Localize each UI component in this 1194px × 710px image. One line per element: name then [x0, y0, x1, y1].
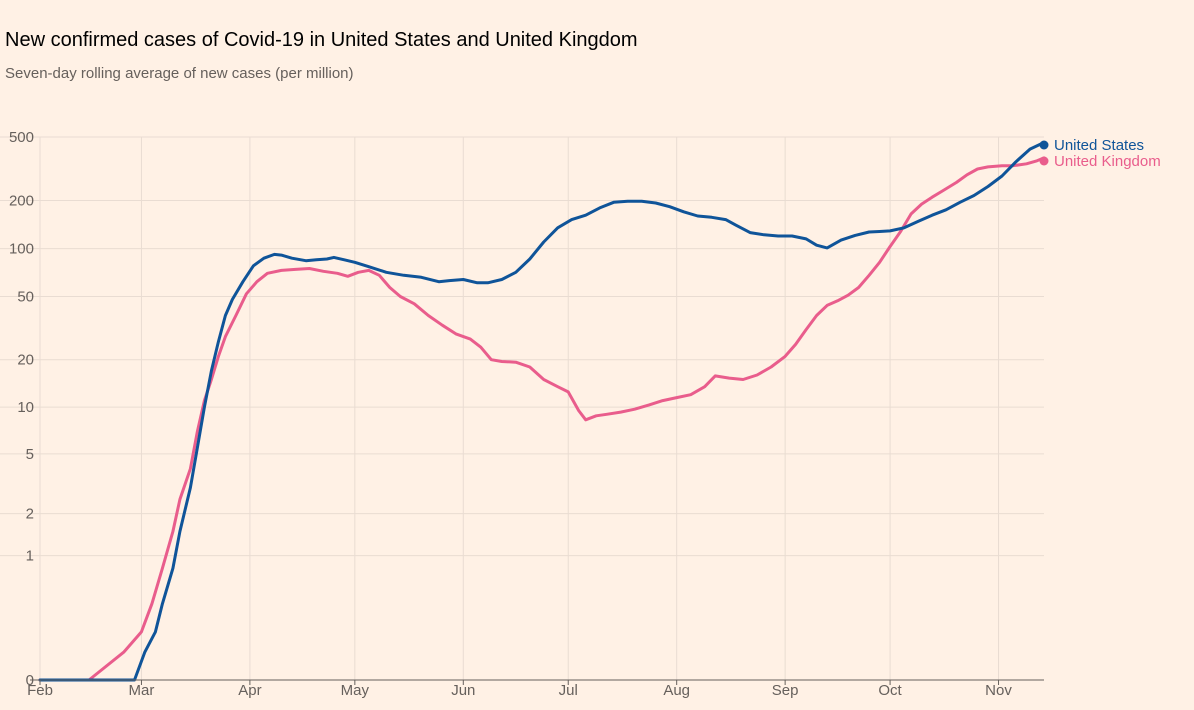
series-lines: [38, 141, 1046, 682]
y-tick-label: 20: [17, 352, 34, 369]
y-grid: 0 1 2 5 10 20 50 100 200 500: [0, 129, 1044, 689]
x-tick-label: Sep: [772, 682, 799, 699]
series-line-united-kingdom: [38, 156, 1046, 682]
y-tick-label: 10: [17, 399, 34, 416]
y-tick-label: 500: [9, 129, 34, 146]
y-tick-label: 0: [26, 672, 34, 689]
legend-label: United Kingdom: [1054, 153, 1161, 170]
x-axis: Feb Mar Apr May Jun Jul Aug Sep Oct Nov: [27, 679, 1044, 699]
legend-label: United States: [1054, 137, 1144, 154]
y-tick-label: 2: [26, 506, 34, 523]
series-end-dot: [1039, 140, 1049, 150]
chart-title: New confirmed cases of Covid-19 in Unite…: [5, 29, 638, 51]
y-tick-label: 100: [9, 241, 34, 258]
x-grid: [39, 137, 1000, 680]
x-tick-label: Jun: [451, 682, 475, 699]
x-tick-label: Mar: [129, 682, 155, 699]
series-line-united-states: [38, 141, 1046, 682]
y-tick-label: 1: [26, 548, 34, 565]
x-tick-label: Nov: [985, 682, 1012, 699]
x-tick-label: May: [341, 682, 370, 699]
y-tick-label: 50: [17, 289, 34, 306]
series-end-dot: [1039, 156, 1049, 166]
x-tick-label: Oct: [878, 682, 902, 699]
x-tick-label: Jul: [559, 682, 578, 699]
x-tick-label: Apr: [238, 682, 261, 699]
chart-subtitle: Seven-day rolling average of new cases (…: [5, 65, 354, 82]
x-tick-label: Feb: [27, 682, 53, 699]
y-tick-label: 200: [9, 193, 34, 210]
x-tick-label: Aug: [663, 682, 690, 699]
y-tick-label: 5: [26, 446, 34, 463]
